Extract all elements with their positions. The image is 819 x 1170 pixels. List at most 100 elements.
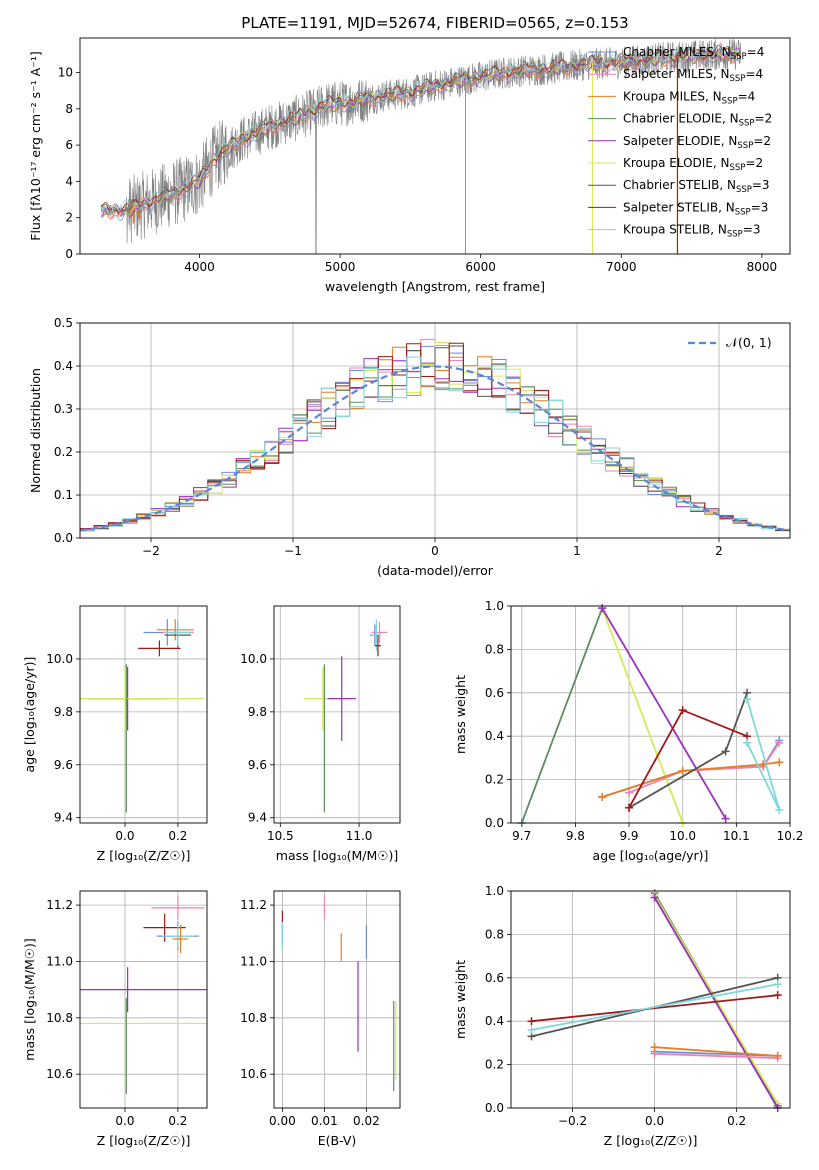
- mass_weight_vs_z-panel: −0.2 0.0 0.2 0.0 0.2 0.4 0.6 0.8 1.0 Z [log₁₀(Z/Z…: [453, 884, 791, 1148]
- x-axis-label: wavelength [Angstrom, rest frame]: [325, 279, 545, 294]
- x-axis-label: E(B-V): [318, 1133, 357, 1148]
- x-axis-label: age [log₁₀(age/yr)]: [593, 848, 709, 863]
- y-tick-label: 9.4: [248, 811, 267, 825]
- legend-label-suffix: =4: [747, 45, 765, 59]
- series-line-salpeter_elodie: [601, 607, 727, 820]
- series-line-chabrier_elodie: [520, 607, 604, 824]
- x-tick-label: 0.0: [115, 829, 134, 843]
- x-tick-label: 8000: [747, 260, 778, 274]
- axes-frame: [79, 890, 208, 1109]
- legend-label-sub: SSP: [730, 74, 746, 84]
- axes-frame: [510, 605, 791, 824]
- legend-label-suffix: =3: [752, 178, 770, 192]
- y-tick-label: 0.2: [485, 1058, 504, 1072]
- y-tick-label: 0.1: [54, 488, 73, 502]
- legend-label-suffix: =4: [738, 89, 756, 103]
- x-tick-label: 9.9: [619, 829, 638, 843]
- legend-label-suffix: =3: [743, 223, 761, 237]
- x-tick-label: 10.2: [777, 829, 804, 843]
- y-tick-label: 0.6: [485, 686, 504, 700]
- series-marker: [743, 695, 752, 704]
- axes-frame: [79, 605, 208, 824]
- axes-frame: [79, 37, 791, 255]
- y-tick-label: 8: [65, 102, 73, 116]
- series-marker: [625, 803, 634, 812]
- legend-label-suffix: =2: [745, 156, 763, 170]
- age_vs_z-panel: 0.0 0.2 9.4 9.6 9.8 10.0 Z [log₁₀(Z/Z☉)] age [l…: [22, 605, 208, 863]
- y-tick-label: 9.4: [54, 811, 73, 825]
- legend-label: Chabrier STELIB, NSSP=3: [623, 178, 770, 195]
- model-line-kroupa_stelib: [100, 44, 741, 214]
- series-line-chabrier_stelib: [628, 692, 748, 809]
- x-tick-label: 10.1: [723, 829, 750, 843]
- mass_weight_vs_age-panel: 9.7 9.8 9.9 10.0 10.1 10.2 0.0 0.2 0.4 0.6 0.8 1.0 a…: [453, 599, 803, 863]
- model-line-kroupa_elodie: [100, 46, 741, 216]
- legend-label-sub: SSP: [737, 141, 753, 151]
- axes-frame: [79, 322, 791, 539]
- x-tick-label: 6000: [465, 260, 496, 274]
- y-axis-label: mass [log₁₀(M/M☉)]: [22, 938, 37, 1060]
- y-tick-label: 10.8: [46, 1011, 73, 1025]
- y-tick-label: 0.2: [485, 773, 504, 787]
- legend-label-suffix: =2: [753, 134, 771, 148]
- model-line-salpeter_stelib: [101, 44, 741, 214]
- y-tick-label: 0.4: [485, 729, 504, 743]
- mass_vs_z-panel: 0.0 0.2 10.6 10.8 11.0 11.2 Z [log₁₀(Z/Z☉)] mas…: [22, 890, 208, 1148]
- series-marker: [650, 893, 659, 902]
- series-line-kroupa_stelib: [531, 983, 778, 1031]
- series-marker: [721, 814, 730, 823]
- normal-curve: [80, 365, 790, 532]
- x-tick-label: 1: [573, 544, 581, 558]
- y-tick-label: 9.8: [248, 705, 267, 719]
- series-line-kroupa_miles: [654, 1046, 778, 1057]
- x-tick-label: 0.2: [727, 1114, 746, 1128]
- legend-label-suffix: =3: [751, 200, 769, 214]
- x-tick-label: 0.01: [311, 1114, 338, 1128]
- x-tick-label: 9.8: [566, 829, 585, 843]
- x-tick-label: 10.5: [267, 829, 294, 843]
- spectrum-plot-area: [100, 38, 742, 254]
- legend-label: Chabrier MILES, NSSP=4: [623, 45, 764, 62]
- series-line-kroupa_stelib: [746, 699, 781, 811]
- histogram-salpeter_stelib: [80, 342, 790, 531]
- age_vs_mass-panel: 10.5 11.0 9.4 9.6 9.8 10.0 mass [log₁₀(M/M☉)]: [240, 605, 401, 863]
- legend-label: Salpeter MILES, NSSP=4: [623, 67, 763, 84]
- x-axis-label: Z [log₁₀(Z/Z☉)]: [97, 848, 191, 863]
- x-tick-label: −2: [142, 544, 160, 558]
- residuals-panel: −2 −1 0 1 2 0.0 0.1 0.2 0.3 0.4 0.5 (data-model)/er…: [28, 316, 791, 578]
- y-tick-label: 10.0: [46, 652, 73, 666]
- series-marker: [650, 1043, 659, 1052]
- y-axis-label: mass weight: [453, 960, 468, 1039]
- model-line-chabrier_elodie: [101, 48, 741, 218]
- legend-label-suffix: =4: [745, 67, 763, 81]
- y-tick-label: 0.0: [485, 1101, 504, 1115]
- legend-label: Salpeter STELIB, NSSP=3: [623, 200, 768, 217]
- y-tick-label: 0.8: [485, 927, 504, 941]
- series-marker: [775, 758, 784, 767]
- series-line-kroupa_elodie: [653, 894, 779, 1105]
- y-tick-label: 10.8: [240, 1011, 267, 1025]
- series-marker: [598, 604, 607, 613]
- series-line-kroupa_elodie: [601, 607, 684, 824]
- legend-label: Salpeter ELODIE, NSSP=2: [623, 134, 771, 151]
- x-tick-label: 0.2: [168, 829, 187, 843]
- y-tick-label: 11.0: [240, 954, 267, 968]
- y-axis-label: Flux [fλ10⁻¹⁷ erg cm⁻² s⁻¹ A⁻¹]: [28, 51, 43, 240]
- x-tick-label: 7000: [606, 260, 637, 274]
- y-tick-label: 11.2: [240, 898, 267, 912]
- series-marker: [721, 747, 730, 756]
- y-tick-label: 0.4: [54, 359, 73, 373]
- series-marker: [527, 1025, 536, 1034]
- x-tick-label: 0.2: [168, 1114, 187, 1128]
- y-tick-label: 11.2: [46, 898, 73, 912]
- legend-label: Chabrier ELODIE, NSSP=2: [623, 112, 772, 129]
- series-line-salpeter_stelib: [531, 994, 778, 1023]
- y-tick-label: 0.4: [485, 1014, 504, 1028]
- legend-label-sub: SSP: [722, 96, 738, 106]
- legend-label-sub: SSP: [727, 230, 743, 240]
- residuals-plot-area: [80, 338, 790, 532]
- legend-label: Kroupa ELODIE, NSSP=2: [623, 156, 763, 173]
- x-tick-label: 9.7: [512, 829, 531, 843]
- spectrum-panel: 4000 5000 6000 7000 8000 0 2 4 6 8 10 wavelength [A…: [28, 37, 791, 294]
